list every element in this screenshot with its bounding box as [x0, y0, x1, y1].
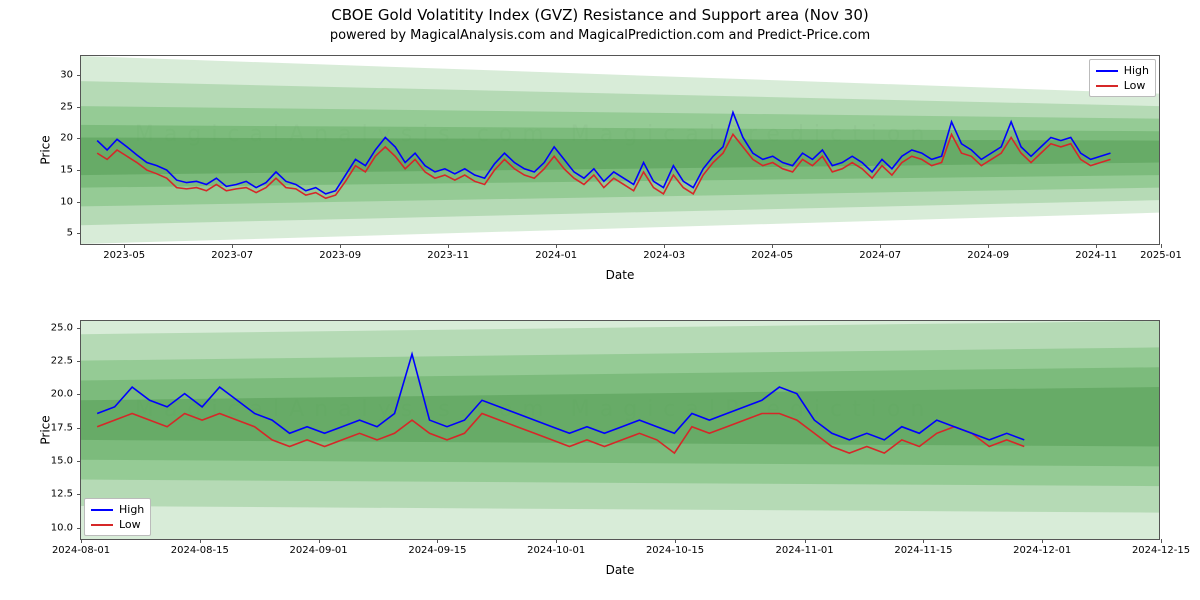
x-tick-label: 2024-11-01 [776, 545, 834, 556]
x-tick-label: 2024-12-15 [1132, 545, 1190, 556]
x-tick-label: 2024-09 [967, 250, 1009, 261]
chart-title: CBOE Gold Volatitity Index (GVZ) Resista… [0, 0, 1200, 24]
x-tick-label: 2024-12-01 [1013, 545, 1071, 556]
x-tick-label: 2024-10-15 [646, 545, 704, 556]
y-tick-label: 20.0 [51, 389, 73, 400]
x-tick-label: 2023-07 [211, 250, 253, 261]
y-tick-label: 17.5 [51, 422, 73, 433]
y-tick-label: 30 [60, 70, 73, 81]
x-tick-label: 2024-07 [859, 250, 901, 261]
x-tick-label: 2024-01 [535, 250, 577, 261]
top-xlabel: Date [606, 268, 635, 282]
x-tick-label: 2024-08-01 [52, 545, 110, 556]
x-tick-label: 2023-05 [103, 250, 145, 261]
y-tick-label: 15.0 [51, 456, 73, 467]
bottom-xlabel: Date [606, 563, 635, 577]
top-legend: HighLow [1089, 59, 1156, 97]
x-tick-label: 2025-01 [1140, 250, 1182, 261]
y-tick-label: 25.0 [51, 322, 73, 333]
bottom-chart-plot [81, 321, 1159, 539]
y-tick-label: 20 [60, 133, 73, 144]
x-tick-label: 2024-11 [1075, 250, 1117, 261]
legend-item: Low [1096, 78, 1149, 93]
legend-item: High [91, 502, 144, 517]
bottom-legend: HighLow [84, 498, 151, 536]
y-tick-label: 12.5 [51, 489, 73, 500]
y-tick-label: 25 [60, 101, 73, 112]
x-tick-label: 2024-09-15 [408, 545, 466, 556]
top-chart: MagicalAnalysis.com MagicalPrediction Pr… [80, 55, 1160, 245]
top-chart-plot [81, 56, 1159, 244]
x-tick-label: 2024-10-01 [527, 545, 585, 556]
top-ylabel: Price [39, 135, 53, 164]
bottom-chart: MagicalAnalysis.com MagicalPrediction Pr… [80, 320, 1160, 540]
x-tick-label: 2024-05 [751, 250, 793, 261]
y-tick-label: 15 [60, 165, 73, 176]
x-tick-label: 2024-08-15 [171, 545, 229, 556]
y-tick-label: 10 [60, 196, 73, 207]
x-tick-label: 2023-11 [427, 250, 469, 261]
x-tick-label: 2023-09 [319, 250, 361, 261]
y-tick-label: 5 [67, 228, 73, 239]
y-tick-label: 22.5 [51, 356, 73, 367]
chart-subtitle: powered by MagicalAnalysis.com and Magic… [0, 24, 1200, 43]
y-tick-label: 10.0 [51, 522, 73, 533]
x-tick-label: 2024-03 [643, 250, 685, 261]
legend-item: High [1096, 63, 1149, 78]
x-tick-label: 2024-11-15 [894, 545, 952, 556]
chart-container: { "title": "CBOE Gold Volatitity Index (… [0, 0, 1200, 600]
x-tick-label: 2024-09-01 [290, 545, 348, 556]
legend-item: Low [91, 517, 144, 532]
